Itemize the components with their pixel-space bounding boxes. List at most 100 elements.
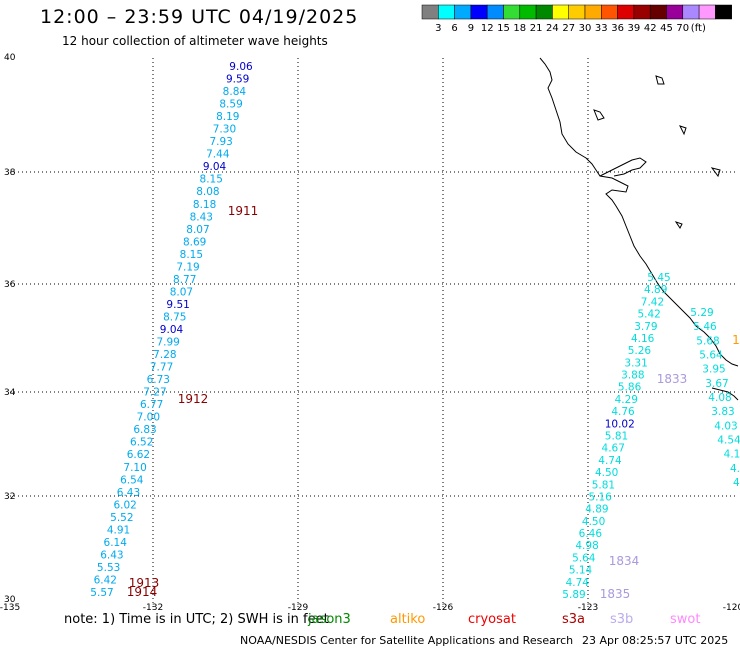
legend-label: 24	[546, 23, 559, 34]
wave-height-value: 5.81	[605, 431, 628, 443]
legend-label: 15	[497, 23, 510, 34]
wave-height-value: 5.46	[693, 321, 717, 333]
wave-height-value: 5.14	[569, 565, 593, 577]
lakes	[593, 75, 721, 229]
wave-height-value: 4.16	[631, 333, 655, 345]
legend-label: 36	[611, 23, 624, 34]
wave-height-value: 6.02	[113, 499, 136, 511]
sat-s3a: s3a	[562, 612, 586, 627]
wave-height-value: 4.67	[602, 443, 625, 455]
pass-time-label: 1911	[228, 204, 259, 218]
wave-height-value: 5.29	[690, 307, 713, 319]
wave-height-value: 6.43	[100, 549, 123, 561]
wave-height-value: 7.77	[150, 362, 173, 374]
sat-altiko: altiko	[390, 612, 426, 627]
wave-height-value: 8.18	[193, 199, 216, 211]
wave-height-value: 7.10	[123, 462, 146, 474]
satellite-note: note: 1) Time is in UTC; 2) SWH is in fe…	[0, 612, 740, 632]
track-west: 9.069.598.848.598.197.307.937.449.048.15…	[90, 61, 253, 599]
wave-height-value: 4.50	[582, 516, 605, 528]
wave-height-value: 4.08	[708, 392, 731, 404]
page-subtitle: 12 hour collection of altimeter wave hei…	[62, 34, 328, 48]
legend-label: 39	[628, 23, 641, 34]
axis-labels: -135 -132 -129 -126 -123 -120 40 38 36 34 32 30	[0, 53, 740, 610]
y-tick-label: 36	[4, 280, 16, 290]
wave-height-value: 4.50	[595, 467, 618, 479]
legend-unit: (ft)	[691, 23, 706, 34]
wave-height-value: 3.67	[705, 378, 728, 390]
wave-height-value: 8.59	[219, 99, 242, 111]
wave-height-value: 3.83	[711, 406, 734, 418]
wave-height-value: 10.02	[605, 418, 635, 430]
wave-height-value: 6.43	[117, 487, 140, 499]
wave-height-value: 6.62	[127, 449, 150, 461]
y-tick-label: 34	[4, 388, 16, 398]
coastline	[539, 57, 739, 401]
grid	[10, 58, 738, 608]
wave-height-value: 8.07	[170, 286, 193, 298]
wave-height-value: 4.89	[585, 504, 608, 516]
color-legend: 3 6 9 12 15 18 21 24 27 30 33 36 39 42 45 70 (ft)	[421, 4, 732, 34]
legend-label: 33	[595, 23, 608, 34]
wave-height-value: 8.75	[163, 311, 186, 323]
wave-height-value: 4.91	[107, 524, 130, 536]
y-tick-label: 30	[4, 595, 16, 605]
wave-height-value: 4.	[733, 477, 740, 489]
legend-label: 30	[579, 23, 592, 34]
wave-height-value: 5.16	[588, 491, 612, 503]
legend-label: 12	[481, 23, 494, 34]
x-tick-label: -120	[723, 603, 740, 610]
sat-swot: swot	[670, 612, 701, 627]
legend-label: 42	[644, 23, 657, 34]
wave-height-value: 9.04	[203, 161, 227, 173]
y-tick-label: 38	[4, 168, 16, 178]
wave-height-value: 6.42	[94, 574, 117, 586]
wave-height-value: 7.27	[143, 387, 166, 399]
wave-height-value: 9.06	[229, 61, 253, 73]
wave-height-value: 4.	[730, 463, 740, 475]
wave-height-value: 8.15	[200, 174, 223, 186]
wave-height-map[interactable]: -135 -132 -129 -126 -123 -120 40 38 36 34 32 30 9.0…	[0, 0, 740, 610]
pass-time-label: 1914	[127, 585, 158, 599]
lake-1	[655, 75, 665, 85]
wave-height-value: 7.42	[641, 296, 664, 308]
wave-height-value: 4.98	[575, 540, 598, 552]
coastline-south	[711, 387, 739, 401]
pass-time-label: 1912	[178, 392, 209, 406]
legend-label: 6	[451, 23, 457, 34]
wave-height-value: 4.74	[566, 577, 590, 589]
lake-3	[679, 125, 687, 136]
wave-height-value: 4.74	[598, 455, 622, 467]
wave-height-value: 4.29	[615, 394, 638, 406]
wave-height-value: 5.45	[647, 272, 670, 284]
wave-height-value: 7.19	[176, 261, 199, 273]
wave-height-value: 7.99	[156, 337, 179, 349]
legend-label: 70	[676, 23, 689, 34]
y-tick-label: 32	[4, 492, 15, 502]
legend-label: 9	[468, 23, 474, 34]
wave-height-value: 7.93	[209, 136, 232, 148]
wave-height-value: 5.52	[110, 512, 133, 524]
x-tick-label: -129	[288, 603, 309, 610]
wave-height-value: 6.14	[104, 537, 128, 549]
wave-height-value: 8.15	[180, 249, 203, 261]
coastline-bay	[599, 157, 647, 177]
legend-label: 27	[562, 23, 575, 34]
wave-height-value: 8.84	[223, 86, 247, 98]
wave-height-value: 3.79	[634, 321, 657, 333]
wave-height-value: 9.04	[160, 324, 184, 336]
wave-height-value: 6.77	[140, 399, 163, 411]
wave-height-value: 6.54	[120, 474, 144, 486]
wave-height-value: 8.69	[183, 236, 206, 248]
wave-height-value: 7.00	[137, 412, 160, 424]
y-tick-label: 40	[4, 53, 16, 63]
wave-height-value: 8.08	[196, 186, 219, 198]
generated-timestamp: 23 Apr 08:25:57 UTC 2025	[582, 634, 729, 647]
lake-4	[710, 167, 721, 178]
legend-label: 18	[513, 23, 526, 34]
wave-height-value: 9.59	[226, 74, 249, 86]
wave-height-value: 5.57	[90, 587, 113, 599]
coastline-main	[539, 57, 739, 367]
legend-swatch	[715, 4, 732, 20]
wave-height-value: 5.26	[628, 345, 652, 357]
